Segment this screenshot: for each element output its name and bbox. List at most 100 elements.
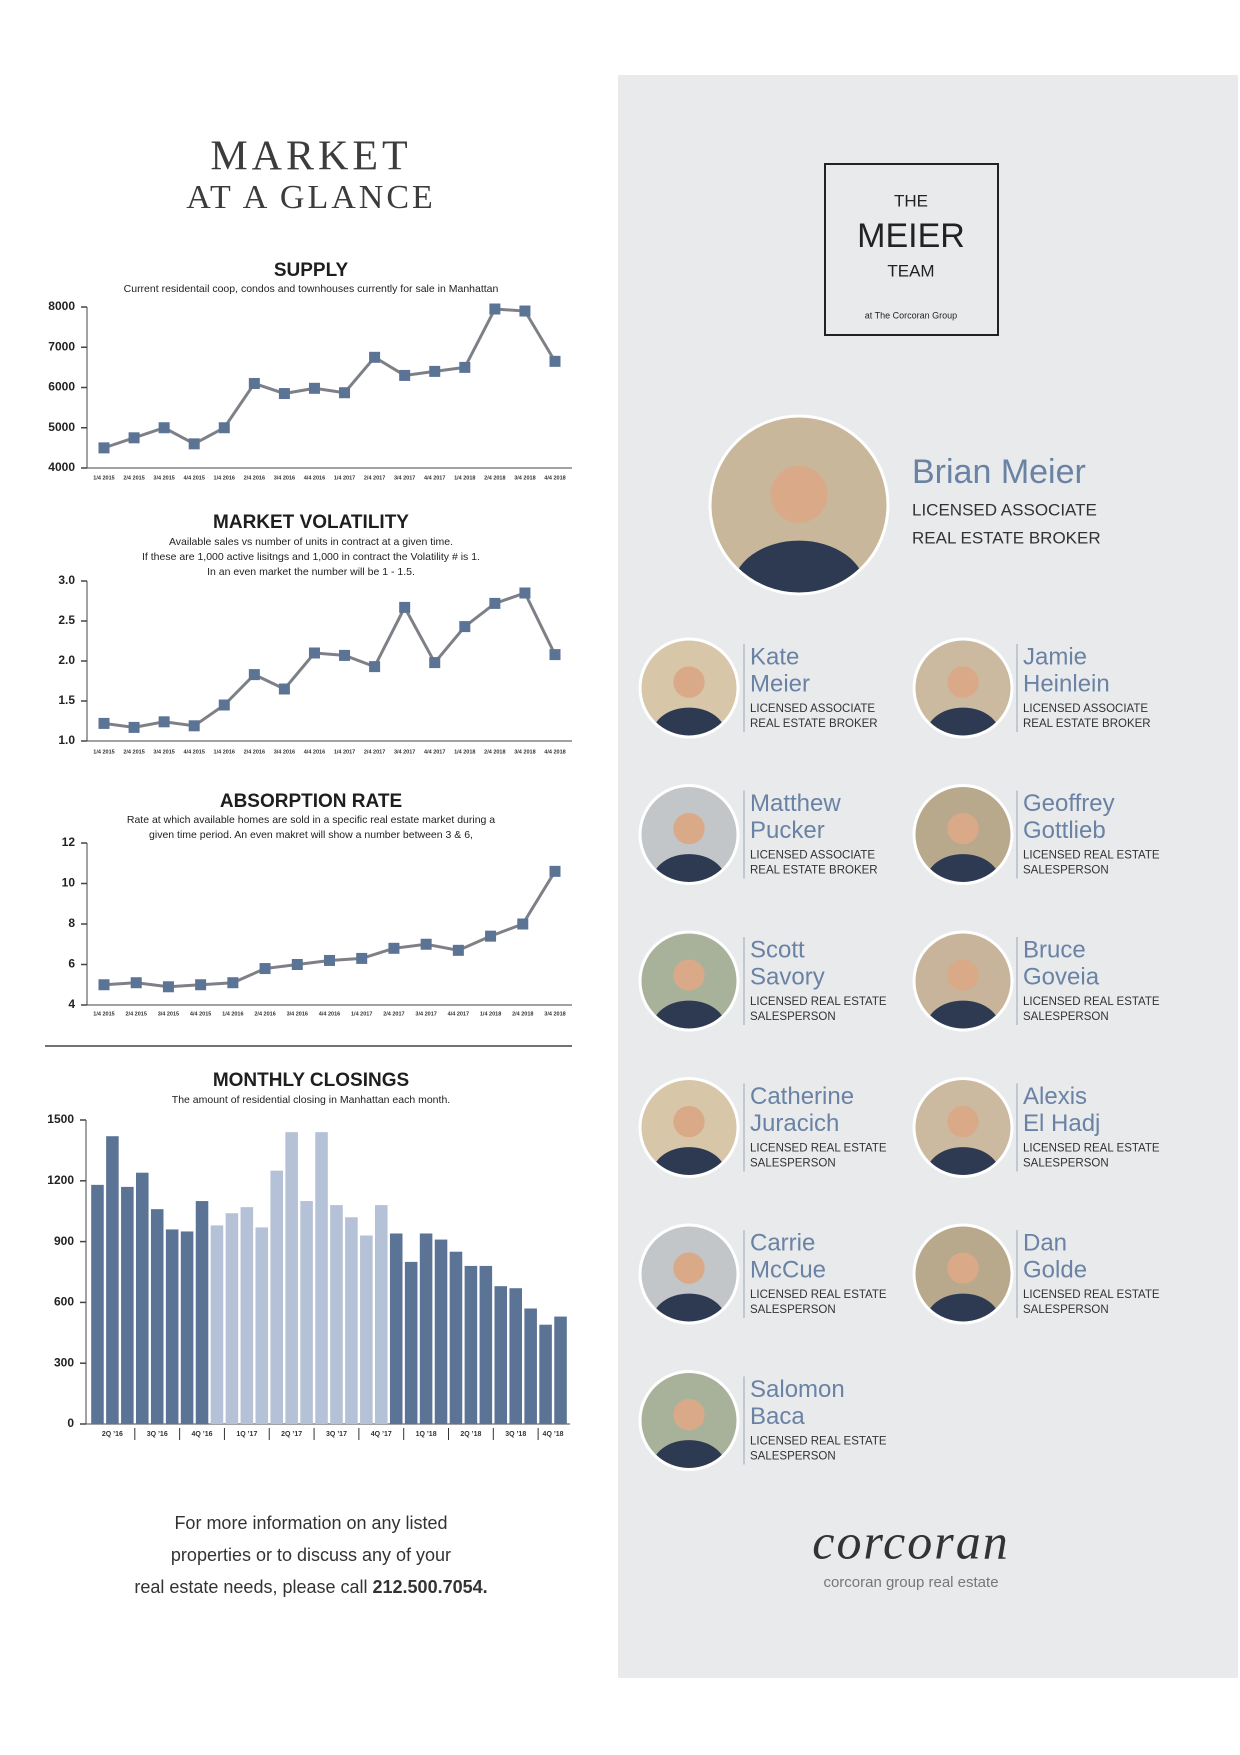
x-tick-label: 1/4 2018 [454, 475, 475, 481]
bar [91, 1184, 104, 1424]
chart-subtitle: given time period. An even makret will s… [149, 829, 473, 841]
portrait-body [926, 707, 1000, 737]
y-tick-label: 8 [68, 916, 75, 930]
bar [479, 1265, 493, 1424]
x-tick-label: 4/4 2018 [544, 749, 565, 755]
member-first-name: Jamie [1023, 643, 1087, 670]
x-tick-label: 1/4 2017 [334, 475, 355, 481]
member-last-name: Savory [750, 963, 825, 990]
bar [509, 1288, 522, 1424]
member-first-name: Matthew [750, 790, 841, 817]
chart-subtitle: If these are 1,000 active lisitngs and 1… [142, 551, 480, 563]
member-first-name: Geoffrey [1023, 790, 1115, 817]
x-tick-label: 2Q ’18 [460, 1431, 481, 1438]
member-title: REAL ESTATE BROKER [1023, 718, 1151, 730]
y-tick-label: 5000 [48, 420, 75, 434]
member-title: SALESPERSON [1023, 1304, 1109, 1316]
x-tick-label: 3/4 2018 [544, 1011, 565, 1017]
portrait-head [673, 812, 705, 845]
y-tick-label: 4 [68, 997, 75, 1011]
x-tick-label: 4/4 2015 [183, 475, 204, 481]
point [369, 351, 381, 363]
x-tick-label: 3/4 2015 [153, 475, 174, 481]
y-tick-label: 300 [54, 1355, 74, 1369]
member-first-name: Catherine [750, 1083, 854, 1110]
portrait-ring [708, 414, 890, 596]
bar [121, 1186, 134, 1424]
member-title: REAL ESTATE BROKER [750, 718, 878, 730]
member-title: LICENSED ASSOCIATE [750, 850, 875, 862]
member-first-name: Scott [750, 936, 805, 963]
member-title: LICENSED REAL ESTATE [1023, 1143, 1160, 1155]
y-tick-label: 10 [62, 876, 76, 890]
point [420, 938, 432, 950]
member-last-name: Meier [750, 670, 810, 697]
x-tick-label: 1Q ’17 [236, 1431, 257, 1438]
chart-subtitle: Rate at which available homes are sold i… [127, 814, 495, 826]
point [399, 601, 411, 613]
bar [210, 1225, 224, 1424]
x-tick-label: 4/4 2017 [424, 475, 445, 481]
portrait [640, 1225, 738, 1323]
member-title: LICENSED REAL ESTATE [750, 1289, 887, 1301]
x-tick-label: 1/4 2018 [480, 1011, 501, 1017]
chart-subtitle: Current residentail coop, condos and tow… [124, 283, 499, 295]
bar [494, 1286, 508, 1424]
member-last-name: Gottlieb [1023, 817, 1106, 844]
point [278, 388, 290, 400]
point [519, 587, 531, 599]
point [259, 963, 271, 975]
portrait-ring [638, 784, 740, 885]
member-title: LICENSED REAL ESTATE [750, 996, 887, 1008]
member-last-name: Juracich [750, 1110, 839, 1137]
point [308, 647, 320, 659]
point [218, 699, 230, 711]
point [128, 432, 140, 444]
y-tick-label: 1.0 [58, 733, 75, 747]
point [485, 930, 497, 942]
member-first-name: Kate [750, 643, 799, 670]
chart-title: ABSORPTION RATE [220, 791, 402, 812]
bar [285, 1132, 298, 1424]
bar [345, 1217, 358, 1424]
point [324, 954, 335, 966]
x-tick-label: 1/4 2016 [222, 1011, 243, 1017]
portrait-ring [638, 1370, 740, 1471]
x-tick-label: 4/4 2018 [544, 475, 565, 481]
portrait-ring [638, 930, 740, 1032]
x-tick-label: 3Q ’16 [147, 1431, 168, 1438]
portrait-body [652, 1293, 726, 1323]
portrait-head [673, 1105, 705, 1138]
bar [539, 1324, 552, 1424]
point [388, 942, 400, 954]
brand-tagline: corcoran group real estate [823, 1574, 998, 1591]
x-tick-label: 1/4 2016 [214, 475, 235, 481]
point [308, 382, 320, 394]
y-tick-label: 7000 [48, 339, 75, 353]
x-tick-label: 2/4 2015 [126, 1011, 147, 1017]
bar [554, 1316, 567, 1424]
member-title: LICENSED ASSOCIATE [750, 703, 875, 715]
portrait-head [770, 465, 828, 523]
bar [180, 1231, 194, 1424]
contact-phone: 212.500.7054. [373, 1577, 488, 1597]
portrait-head [673, 1398, 705, 1431]
x-tick-label: 3/4 2018 [514, 749, 535, 755]
lead-title: REAL ESTATE BROKER [912, 528, 1101, 547]
point [248, 377, 260, 389]
chart-subtitle: In an even market the number will be 1 -… [207, 566, 415, 578]
portrait-ring [912, 1077, 1014, 1178]
x-tick-label: 4/4 2016 [304, 749, 325, 755]
portrait [914, 932, 1012, 1030]
page-title: MARKET [210, 134, 411, 180]
portrait-body [732, 540, 866, 594]
bar [375, 1205, 388, 1424]
y-tick-label: 4000 [48, 460, 75, 474]
contact-line: real estate needs, please call 212.500.7… [134, 1577, 487, 1597]
member-title: SALESPERSON [750, 1011, 836, 1023]
portrait-ring [912, 1223, 1014, 1325]
bar [255, 1227, 269, 1424]
portrait-body [926, 1000, 1000, 1030]
portrait-ring [638, 637, 740, 739]
